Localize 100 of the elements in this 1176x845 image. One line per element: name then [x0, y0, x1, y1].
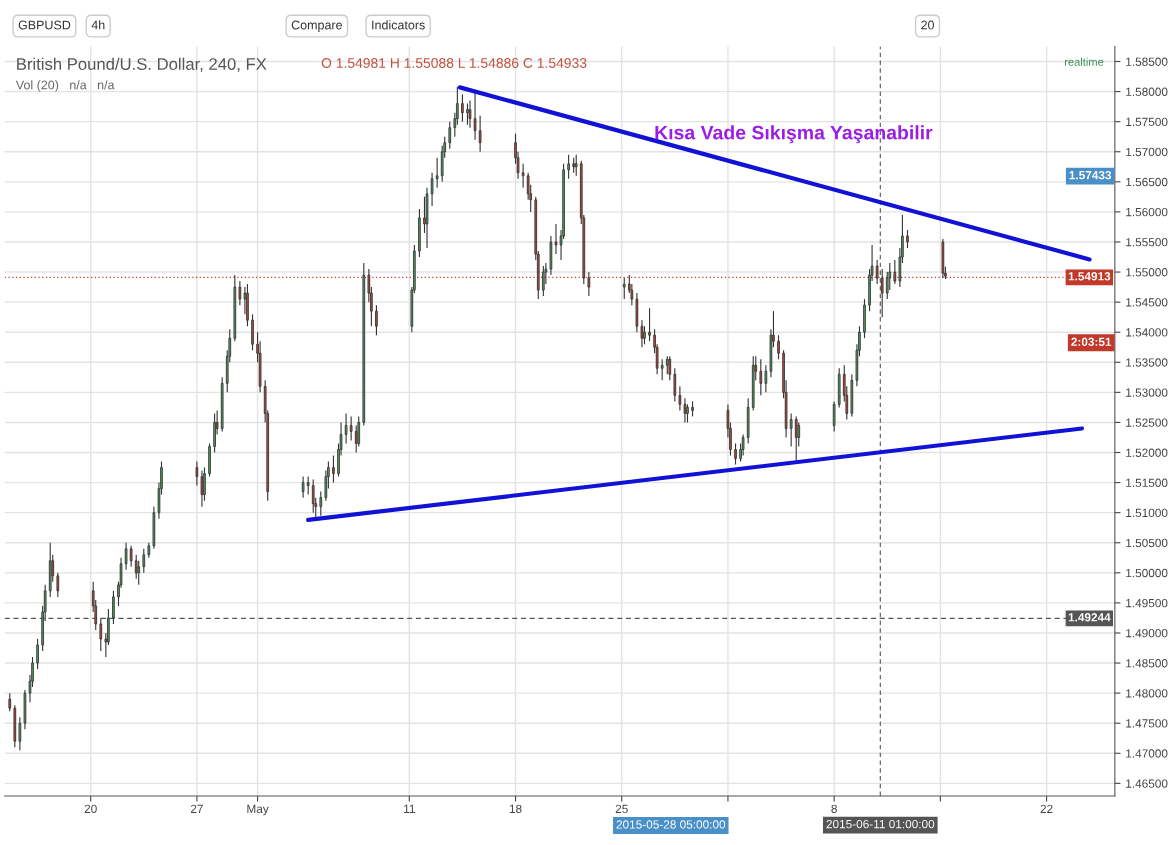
- annotation: 1.57433: [1069, 170, 1112, 180]
- y-tick-label: 1.53500: [1126, 358, 1168, 367]
- candlestick: [542, 265, 545, 297]
- candlestick: [906, 229, 909, 249]
- candlestick: [36, 638, 39, 670]
- x-tick-label: 11: [404, 804, 415, 813]
- y-tick-label: 1.53000: [1126, 388, 1168, 397]
- y-tick-label: 1.50500: [1126, 538, 1168, 548]
- candlestick: [777, 334, 780, 360]
- y-tick-label: 1.50000: [1126, 568, 1168, 578]
- x-tick-label: May: [247, 804, 269, 816]
- text: British Pound/U.S. Dollar, 240, FX: [17, 57, 267, 72]
- y-tick-label: 1.57000: [1126, 147, 1168, 157]
- candlestick: [306, 476, 310, 496]
- candlestick: [56, 572, 60, 598]
- ref-line-label: 1.54913: [1068, 272, 1111, 281]
- candlestick: [18, 716, 22, 751]
- x-tick-label: 20: [84, 804, 97, 813]
- y-tick-label: 1.48000: [1126, 689, 1168, 698]
- y-tick-label: 1.49000: [1126, 629, 1168, 638]
- candlestick: [448, 121, 452, 150]
- candlestick: [668, 355, 672, 381]
- y-tick-label: 1.52500: [1126, 418, 1168, 427]
- x-tick-label: 8: [831, 804, 837, 813]
- annotation: 2:03:51: [1071, 337, 1112, 346]
- y-tick-label: 1.49500: [1126, 598, 1168, 608]
- y-tick-label: 1.57500: [1126, 117, 1168, 127]
- candlestick: [99, 617, 103, 652]
- x-tick-label: 25: [615, 804, 628, 813]
- text: Compare: [291, 20, 342, 32]
- y-tick-label: 1.55500: [1126, 238, 1168, 247]
- candlestick: [461, 94, 464, 123]
- candlestick: [311, 479, 315, 514]
- candlestick: [640, 319, 644, 348]
- x-tick-label: 22: [1040, 804, 1053, 813]
- candlestick: [332, 454, 335, 484]
- candlestick: [880, 268, 884, 318]
- ref-line-label: 2015-06-11 01:00:00: [826, 819, 935, 829]
- y-tick-label: 1.46500: [1126, 779, 1168, 788]
- text: 4h: [91, 20, 105, 30]
- candlestick: [521, 163, 525, 189]
- candlestick: [112, 590, 115, 625]
- y-tick-label: 1.56000: [1126, 207, 1168, 217]
- candlestick: [435, 157, 439, 189]
- candlestick: [195, 460, 199, 487]
- y-tick-label: 1.47500: [1126, 719, 1168, 728]
- candlestick: [246, 283, 249, 327]
- y-tick-label: 1.52000: [1126, 448, 1168, 457]
- candlestick: [875, 259, 879, 285]
- candlestick: [251, 313, 254, 351]
- candlestick: [678, 385, 682, 411]
- x-tick-label: 27: [190, 804, 203, 813]
- candlestick: [124, 542, 128, 571]
- text: Indicators: [372, 20, 425, 30]
- candlestick: [301, 476, 305, 499]
- annotation: O 1.54981 H 1.55088 L 1.54886 C 1.54933: [321, 58, 587, 68]
- candlestick: [567, 154, 570, 180]
- candlestick: [622, 277, 626, 300]
- candlestick: [473, 91, 477, 141]
- y-tick-label: 1.58000: [1126, 87, 1168, 96]
- candlestick: [142, 548, 146, 574]
- y-tick-label: 1.48500: [1126, 659, 1168, 668]
- candlestick: [832, 400, 836, 433]
- candlestick: [764, 364, 768, 393]
- y-tick-label: 1.51000: [1126, 508, 1168, 518]
- x-tick-label: 18: [509, 804, 522, 813]
- y-tick-label: 1.51500: [1126, 478, 1168, 487]
- ref-line-label: 1.49244: [1068, 613, 1111, 622]
- candlestick: [8, 692, 12, 712]
- candlestick: [759, 358, 763, 396]
- annotation: realtime: [1064, 57, 1104, 66]
- candlestick: [200, 470, 204, 508]
- annotation: Vol (20) n/a n/a: [15, 80, 115, 92]
- text: 2015-05-28 05:00:00: [616, 820, 726, 829]
- candlestick: [238, 280, 242, 306]
- y-tick-label: 1.54500: [1126, 298, 1168, 307]
- candlestick: [789, 412, 793, 448]
- candlestick: [660, 358, 664, 381]
- candlestick: [349, 415, 353, 442]
- candlestick: [648, 307, 651, 342]
- candlestick: [319, 491, 323, 517]
- annotation: Kısa Vade Sıkışma Yaşanabilir: [655, 125, 933, 144]
- text: GBPUSD: [18, 20, 71, 30]
- candlestick: [893, 259, 897, 285]
- y-tick-label: 1.47000: [1126, 749, 1168, 758]
- y-tick-label: 1.54000: [1126, 328, 1168, 337]
- candlestick: [587, 271, 591, 297]
- candlestick: [734, 442, 737, 466]
- candlestick: [673, 367, 677, 402]
- y-tick-label: 1.58500: [1126, 57, 1168, 66]
- candlestick: [478, 115, 482, 153]
- text: 20: [921, 20, 934, 30]
- candlestick: [375, 304, 378, 336]
- y-tick-label: 1.55000: [1126, 268, 1168, 277]
- candlestick: [344, 412, 348, 445]
- candlestick: [430, 172, 434, 207]
- y-tick-label: 1.56500: [1126, 177, 1168, 187]
- candlestick: [863, 298, 866, 339]
- candlestick: [794, 415, 798, 463]
- candlestick: [683, 397, 687, 423]
